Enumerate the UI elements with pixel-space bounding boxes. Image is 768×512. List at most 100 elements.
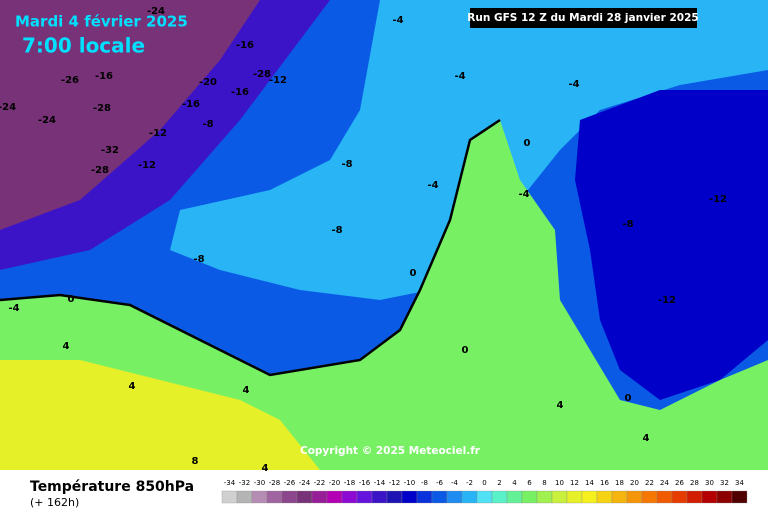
scale-swatch [581, 490, 598, 504]
contour-label: -4 [518, 189, 529, 200]
scale-label: -16 [359, 479, 371, 487]
contour-label: -26 [61, 75, 79, 86]
scale-label: -18 [344, 479, 355, 487]
scale-label: 26 [675, 479, 684, 487]
scale-swatch [596, 490, 613, 504]
contour-label: -4 [568, 79, 579, 90]
scale-swatch [491, 490, 508, 504]
contour-label: -4 [8, 303, 19, 314]
scale-swatch [476, 490, 493, 504]
scale-label: 34 [735, 479, 744, 487]
contour-label: -12 [658, 295, 676, 306]
scale-swatch [611, 490, 628, 504]
scale-label: -26 [284, 479, 296, 487]
scale-swatch [251, 490, 268, 504]
contour-label: 0 [524, 138, 531, 149]
scale-label: 30 [705, 479, 714, 487]
valid-date: Mardi 4 février 2025 [15, 13, 188, 31]
scale-swatch [221, 490, 238, 504]
scale-swatch [341, 490, 358, 504]
scale-label: 4 [512, 479, 517, 487]
contour-label: -4 [392, 15, 403, 26]
scale-swatch [236, 490, 253, 504]
scale-swatch [731, 490, 748, 504]
scale-label: 8 [542, 479, 546, 487]
contour-label: -16 [231, 87, 249, 98]
scale-label: -4 [451, 479, 459, 487]
scale-label: -22 [314, 479, 325, 487]
scale-label: 22 [645, 479, 654, 487]
scale-label: 28 [690, 479, 699, 487]
scale-label: -8 [421, 479, 428, 487]
scale-swatch [326, 490, 343, 504]
mild-zone [0, 120, 768, 470]
contour-label: -8 [622, 219, 633, 230]
scale-label: -10 [404, 479, 415, 487]
scale-label: -30 [254, 479, 265, 487]
contour-label: -20 [199, 77, 217, 88]
scale-swatch [266, 490, 283, 504]
map-title: Température 850hPa [30, 479, 194, 495]
scale-label: 12 [570, 479, 579, 487]
contour-label: -16 [182, 99, 200, 110]
contour-label: 4 [643, 433, 650, 444]
scale-label: 2 [497, 479, 501, 487]
scale-label: 6 [527, 479, 532, 487]
contour-label: -12 [269, 75, 287, 86]
scale-swatch [416, 490, 433, 504]
scale-swatch [536, 490, 553, 504]
contour-label: -12 [149, 128, 167, 139]
scale-label: 18 [615, 479, 624, 487]
scale-swatch [566, 490, 583, 504]
scale-swatch [641, 490, 658, 504]
scale-swatch [626, 490, 643, 504]
contour-label: -8 [202, 119, 213, 130]
very-cold-zone [0, 0, 260, 230]
scale-swatch [281, 490, 298, 504]
contour-label: 4 [63, 341, 70, 352]
contour-label: -24 [38, 115, 56, 126]
scale-label: -34 [224, 479, 236, 487]
scale-label: 10 [555, 479, 564, 487]
scale-swatch [686, 490, 703, 504]
contour-label: -8 [331, 225, 342, 236]
contour-label: -8 [193, 254, 204, 265]
scale-swatch [671, 490, 688, 504]
contour-label: 0 [625, 393, 632, 404]
zero-isotherm [0, 118, 501, 377]
contour-label: -4 [427, 180, 438, 191]
scale-swatch [356, 490, 373, 504]
contour-label: -4 [454, 71, 465, 82]
contour-label: 4 [129, 381, 136, 392]
scale-swatch [506, 490, 523, 504]
contour-label: -28 [91, 165, 109, 176]
scale-label: -6 [436, 479, 444, 487]
scale-label: -24 [299, 479, 311, 487]
contour-label: 0 [410, 268, 417, 279]
cold-pool [575, 90, 768, 400]
warm-zone [0, 360, 320, 470]
copyright: Copyright © 2025 Meteociel.fr [300, 445, 481, 457]
scale-swatch [371, 490, 388, 504]
scale-label: -12 [389, 479, 400, 487]
scale-swatch [446, 490, 463, 504]
scale-swatch [461, 490, 478, 504]
scale-label: 24 [660, 479, 669, 487]
contour-label: 4 [243, 385, 250, 396]
scale-swatch [311, 490, 328, 504]
contour-label: -32 [101, 145, 119, 156]
contour-label: -28 [93, 103, 111, 114]
contour-label: -12 [709, 194, 727, 205]
scale-swatch [296, 490, 313, 504]
contour-label: -12 [138, 160, 156, 171]
scale-label: -32 [239, 479, 250, 487]
contour-label: -24 [147, 6, 165, 17]
run-box [470, 8, 697, 28]
contour-label: -28 [253, 69, 271, 80]
contour-label: 4 [557, 400, 564, 411]
scale-label: 16 [600, 479, 609, 487]
scale-label: -20 [329, 479, 340, 487]
contour-label: -16 [95, 71, 113, 82]
